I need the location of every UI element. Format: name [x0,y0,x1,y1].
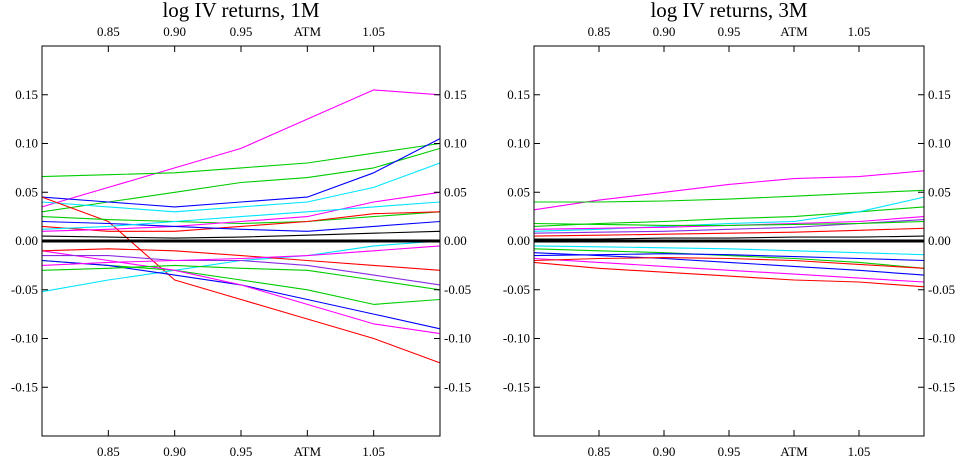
chart-title-1: log IV returns, 1M [162,0,319,22]
y-tick-label-right: 0.15 [928,87,951,102]
series-line-1-20 [41,245,441,266]
series-line-1-6 [41,196,441,364]
y-tick-label-right: -0.10 [444,331,471,346]
x-tick-label-bottom: ATM [780,444,808,459]
x-tick-label-top: ATM [294,24,322,39]
x-tick-label-top: 0.95 [230,24,253,39]
series-line-1-14 [41,191,441,232]
series-line-1-2 [41,142,441,178]
series-line-2-1 [533,170,925,211]
series-line-2-6 [533,257,925,283]
y-tick-label-right: -0.15 [928,379,955,394]
series-line-2-12 [533,245,925,256]
y-tick-label-left: 0.10 [507,136,530,151]
series-line-1-10 [41,250,441,335]
series-line-2-2 [534,189,925,203]
x-tick-label-bottom: 0.85 [588,444,611,459]
y-tick-label-left: 0.15 [15,87,38,102]
y-tick-label-right: 0.10 [444,136,467,151]
y-tick-label-left: -0.10 [11,331,38,346]
x-tick-label-top: ATM [780,24,808,39]
y-tick-label-right: 0.00 [928,233,951,248]
series-line-2-14 [533,253,925,262]
y-tick-label-right: -0.05 [444,282,471,297]
x-tick-label-top: 1.05 [848,24,871,39]
y-tick-label-right: 0.10 [928,136,951,151]
chart-title-2: log IV returns, 3M [650,0,807,22]
x-tick-label-top: 0.85 [97,24,120,39]
series-line-1-18 [41,248,441,271]
series-line-1-4 [41,162,441,213]
y-tick-label-left: -0.15 [503,379,530,394]
x-tick-label-bottom: 1.05 [362,444,385,459]
x-tick-label-top: 1.05 [362,24,385,39]
series-line-2-5 [533,261,925,288]
x-tick-label-bottom: 0.95 [718,444,741,459]
y-tick-label-left: -0.05 [11,282,38,297]
series-line-1-17 [41,220,441,232]
x-tick-label-bottom: 1.05 [848,444,871,459]
y-tick-label-left: 0.05 [15,184,38,199]
x-tick-label-top: 0.90 [163,24,186,39]
series-line-2-15 [533,220,925,226]
y-tick-label-left: -0.05 [503,282,530,297]
y-tick-label-left: -0.10 [503,331,530,346]
series-line-1-8 [41,259,441,305]
y-tick-label-right: 0.00 [444,233,467,248]
series-line-2-11 [534,235,925,240]
x-tick-label-top: 0.95 [718,24,741,39]
series-line-1-12 [41,211,441,232]
series-line-1-9 [41,259,441,330]
series-line-2-9 [533,219,925,234]
series-line-1-1 [41,89,441,208]
series-line-1-13 [42,255,441,286]
x-tick-label-bottom: 0.90 [653,444,676,459]
series-line-2-4 [533,196,925,232]
x-tick-label-bottom: 0.85 [97,444,120,459]
y-tick-label-left: 0.05 [507,184,530,199]
series-line-2-10 [533,227,925,237]
y-tick-label-left: 0.15 [507,87,530,102]
x-tick-label-bottom: 0.95 [230,444,253,459]
series-line-1-11 [41,211,441,225]
x-tick-label-bottom: 0.90 [163,444,186,459]
y-tick-label-left: -0.15 [11,379,38,394]
series-line-1-15 [41,230,441,239]
y-tick-label-right: 0.05 [928,184,951,199]
y-tick-label-right: -0.05 [928,282,955,297]
series-line-1-5 [41,138,441,208]
series-line-1-16 [41,264,441,291]
y-tick-label-right: -0.10 [928,331,955,346]
y-tick-label-right: 0.15 [444,87,467,102]
y-tick-label-left: 0.00 [507,233,530,248]
y-tick-label-right: -0.15 [444,379,471,394]
series-line-2-8 [533,248,925,269]
y-tick-label-left: 0.00 [15,233,38,248]
series-line-1-19 [41,201,441,230]
x-tick-label-bottom: ATM [294,444,322,459]
series-line-2-16 [533,257,925,269]
x-tick-label-top: 0.85 [588,24,611,39]
y-tick-label-right: 0.05 [444,184,467,199]
series-line-2-7 [533,252,925,276]
x-tick-label-top: 0.90 [653,24,676,39]
y-tick-label-left: 0.10 [15,136,38,151]
